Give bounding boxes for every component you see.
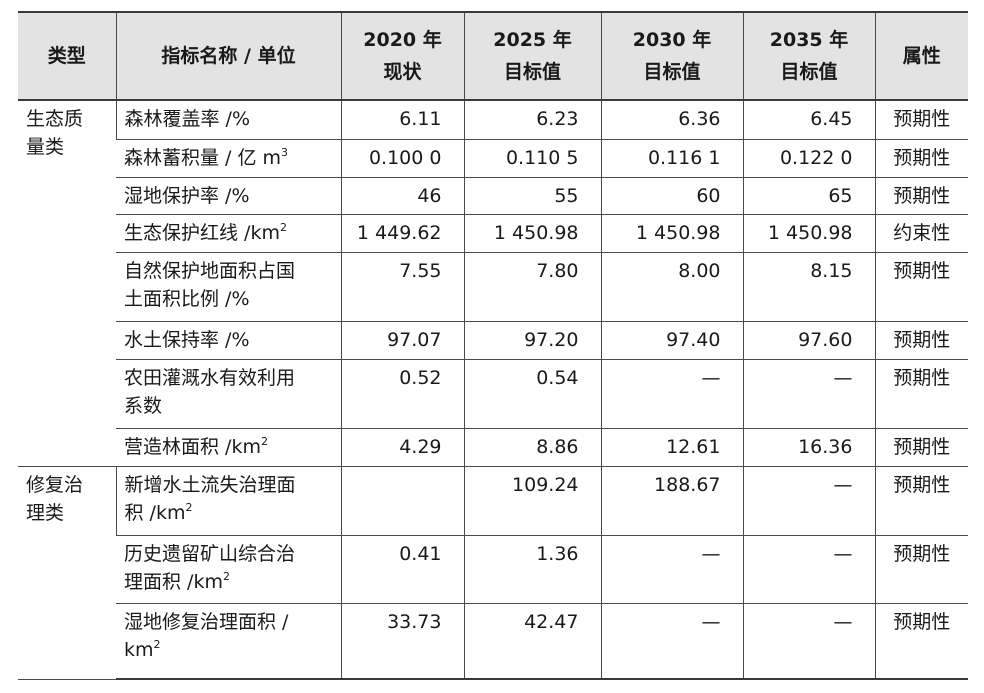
attribute-cell: 预期性 (874, 139, 968, 178)
unit-superscript: 2 (260, 434, 268, 448)
value-2035: 1 450.98 (742, 214, 875, 253)
indicator-name: 农田灌溉水有效利用 系数 (116, 359, 341, 429)
value-2020: 97.07 (340, 321, 464, 360)
value-2025: 1.36 (463, 535, 601, 604)
value-2030: — (600, 359, 743, 429)
indicator-name: 新增水土流失治理面积 /km2 (115, 466, 341, 536)
value-2025: 8.86 (463, 428, 601, 467)
value-2030: 97.40 (600, 321, 743, 360)
indicator-name: 历史遗留矿山综合治 理面积 /km2 (116, 535, 341, 604)
attribute-cell: 预期性 (874, 100, 968, 140)
value-2035: 0.122 0 (742, 139, 875, 178)
value-2020: 6.11 (340, 100, 464, 140)
value-2030: 188.67 (600, 466, 743, 536)
value-2025: 0.54 (463, 359, 601, 429)
attribute-cell: 预期性 (874, 252, 968, 322)
indicator-table: 类型 指标名称 / 单位 2020 年现状 2025 年目标值 2030 年目标… (18, 11, 968, 680)
value-2030: — (600, 603, 743, 680)
table-row: 森林蓄积量 / 亿 m3 0.100 0 0.110 5 0.116 1 0.122 0… (18, 139, 968, 178)
table-row: 生态保护红线 /km2 1 449.62 1 450.98 1 450.98 1 450… (18, 214, 968, 253)
value-2030: 12.61 (600, 428, 743, 467)
header-2035: 2035 年目标值 (742, 11, 875, 101)
value-2020: 1 449.62 (340, 214, 464, 253)
indicator-name: 森林蓄积量 / 亿 m3 (116, 139, 341, 178)
unit-superscript: 2 (222, 569, 230, 583)
indicator-name: 湿地修复治理面积 / km2 (116, 603, 341, 680)
value-2025: 6.23 (463, 100, 601, 140)
unit-superscript: 2 (185, 500, 193, 514)
value-2030: 0.116 1 (600, 139, 743, 178)
unit-superscript: 3 (281, 145, 289, 159)
value-2035: — (742, 359, 875, 429)
value-2030: 8.00 (600, 252, 743, 322)
table-row: 修复治 理类 新增水土流失治理面积 /km2 109.24 188.67— 预期性 (18, 466, 968, 680)
indicator-name: 湿地保护率 /% (116, 177, 341, 215)
value-2020: 33.73 (340, 603, 464, 680)
value-2025: 109.24 (463, 466, 601, 536)
value-2025: 55 (463, 177, 601, 215)
value-2020: 0.41 (340, 535, 464, 604)
table-row: 生态质 量类 森林覆盖率 /% 6.11 6.23 6.36 6.45 预期性 (18, 100, 968, 467)
value-2035: — (742, 535, 875, 604)
header-attribute: 属性 (874, 11, 968, 101)
value-2025: 7.80 (463, 252, 601, 322)
table-row: 自然保护地面积占国 土面积比例 /% 7.55 7.80 8.00 8.15 预期性 (18, 252, 968, 322)
attribute-cell: 约束性 (874, 214, 968, 253)
attribute-cell: 预期性 (874, 603, 968, 680)
value-2035: — (742, 466, 875, 536)
header-type: 类型 (18, 11, 116, 101)
table-row: 营造林面积 /km2 4.29 8.86 12.61 16.36 预期性 (18, 428, 968, 467)
category-cell: 生态质 量类 (18, 100, 116, 467)
unit-superscript: 2 (279, 220, 287, 234)
attribute-cell: 预期性 (874, 466, 968, 536)
unit-superscript: 2 (153, 637, 161, 651)
value-2025: 42.47 (463, 603, 601, 680)
value-2035: 65 (742, 177, 875, 215)
attribute-cell: 预期性 (874, 359, 968, 429)
indicator-name: 水土保持率 /% (116, 321, 341, 360)
table-row: 农田灌溉水有效利用 系数 0.52 0.54— — 预期性 (18, 359, 968, 429)
value-2020: 7.55 (340, 252, 464, 322)
indicator-name: 自然保护地面积占国 土面积比例 /% (116, 252, 341, 322)
indicator-name: 森林覆盖率 /% (115, 100, 341, 140)
value-2030: 6.36 (600, 100, 743, 140)
value-2035: 97.60 (742, 321, 875, 360)
value-2020: 0.52 (340, 359, 464, 429)
value-2020: 4.29 (340, 428, 464, 467)
value-2030: 1 450.98 (600, 214, 743, 253)
value-2025: 97.20 (463, 321, 601, 360)
value-2035: — (742, 603, 875, 680)
header-2025: 2025 年目标值 (463, 11, 601, 101)
table-row: 水土保持率 /% 97.07 97.20 97.40 97.60 预期性 (18, 321, 968, 360)
table-row: 历史遗留矿山综合治 理面积 /km2 0.41 1.36— — 预期性 (18, 535, 968, 604)
table-body: 生态质 量类 森林覆盖率 /% 6.11 6.23 6.36 6.45 预期性 森林蓄积量 / … (18, 100, 968, 680)
attribute-cell: 预期性 (874, 535, 968, 604)
header-2030: 2030 年目标值 (600, 11, 743, 101)
value-2030: — (600, 535, 743, 604)
value-2035: 16.36 (742, 428, 875, 467)
attribute-cell: 预期性 (874, 428, 968, 467)
header-2020: 2020 年现状 (340, 11, 464, 101)
value-2020: 46 (340, 177, 464, 215)
table-header-row: 类型 指标名称 / 单位 2020 年现状 2025 年目标值 2030 年目标… (18, 11, 968, 101)
indicator-name: 营造林面积 /km2 (116, 428, 341, 467)
value-2020: 0.100 0 (340, 139, 464, 178)
indicator-name: 生态保护红线 /km2 (116, 214, 341, 253)
value-2025: 0.110 5 (463, 139, 601, 178)
table-row: 湿地修复治理面积 / km2 33.73 42.47— — 预期性 (18, 603, 968, 680)
value-2035: 6.45 (742, 100, 875, 140)
attribute-cell: 预期性 (874, 321, 968, 360)
table-row: 湿地保护率 /% 46 55 60 65 预期性 (18, 177, 968, 215)
value-2035: 8.15 (742, 252, 875, 322)
category-cell: 修复治 理类 (18, 466, 116, 680)
attribute-cell: 预期性 (874, 177, 968, 215)
header-indicator-name: 指标名称 / 单位 (115, 11, 341, 101)
value-2020 (340, 466, 464, 536)
value-2030: 60 (600, 177, 743, 215)
value-2025: 1 450.98 (463, 214, 601, 253)
